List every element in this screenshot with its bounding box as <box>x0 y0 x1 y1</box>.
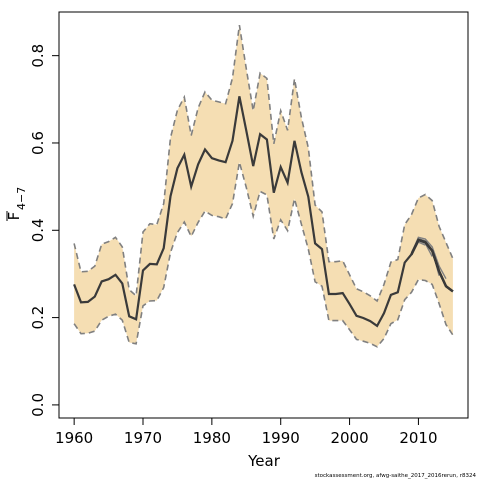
y-axis: 0.0 0.2 0.4 0.6 0.8 <box>29 44 60 417</box>
y-axis-title: F 4−7 <box>5 187 28 221</box>
lower-bound-line <box>73 161 454 348</box>
plot-frame <box>58 11 469 419</box>
x-tick-label: 2010 <box>399 429 437 447</box>
x-tick-label: 2000 <box>330 429 368 447</box>
x-tick-label: 1970 <box>124 429 162 447</box>
plot-area <box>73 24 454 348</box>
y-axis-title-main: F <box>5 212 23 221</box>
y-tick-label: 0.8 <box>29 44 47 68</box>
x-tick-label: 1990 <box>262 429 300 447</box>
y-tick-label: 0.2 <box>29 306 47 330</box>
confidence-band <box>74 25 453 347</box>
x-axis: 1960 1970 1980 1990 2000 2010 <box>55 417 438 447</box>
footer-credit: stockassessment.org, afwg-saithe_2017_20… <box>315 473 477 479</box>
x-tick-label: 1980 <box>193 429 231 447</box>
x-tick-label: 1960 <box>55 429 93 447</box>
upper-bound-line <box>73 24 454 303</box>
x-axis-title: Year <box>247 452 281 470</box>
estimate-line <box>73 96 454 328</box>
y-tick-label: 0.4 <box>29 218 47 242</box>
y-tick-label: 0.6 <box>29 131 47 155</box>
y-tick-label: 0.0 <box>29 393 47 417</box>
y-axis-title-subscript: 4−7 <box>15 187 28 210</box>
